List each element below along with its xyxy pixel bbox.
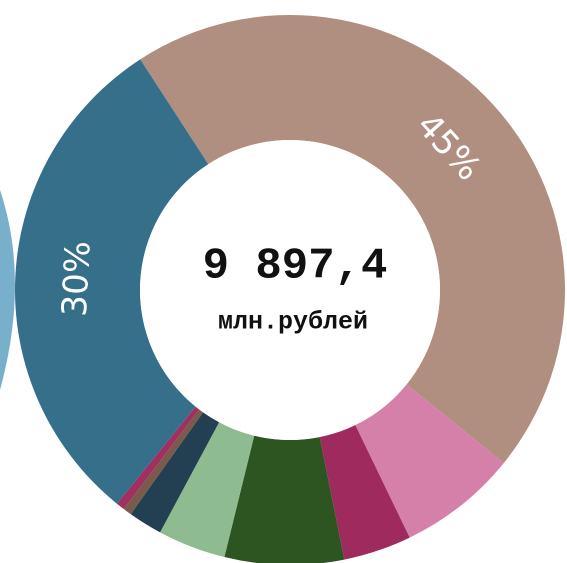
center-unit: млн.рублей [218,308,368,337]
neighbor-segment [0,190,15,390]
chart: 45%30% 9 897,4 млн.рублей [0,0,567,563]
center-value: 9 897,4 [203,242,388,292]
value-label: 30% [55,240,99,318]
